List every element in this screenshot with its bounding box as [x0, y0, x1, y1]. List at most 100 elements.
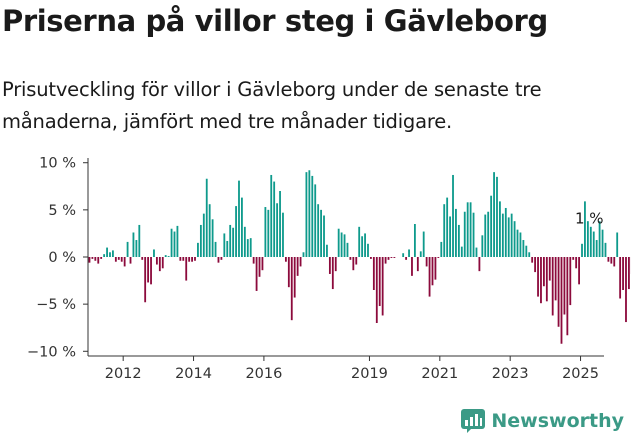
bar — [343, 234, 346, 257]
bar — [581, 243, 583, 257]
bar — [328, 257, 331, 274]
bar — [592, 231, 595, 257]
bar — [440, 241, 443, 257]
bar — [252, 257, 255, 264]
bar — [584, 201, 586, 257]
bar — [167, 256, 170, 257]
bar — [478, 257, 481, 272]
bar — [537, 257, 539, 297]
bar — [270, 174, 273, 257]
bar — [452, 174, 454, 257]
bar — [554, 257, 557, 301]
bar — [314, 184, 317, 257]
bar — [173, 231, 176, 257]
chart-title: Priserna på villor steg i Gävleborg — [2, 4, 548, 38]
bar — [540, 257, 542, 304]
bar — [595, 240, 598, 257]
bar — [264, 207, 267, 257]
bar — [112, 250, 114, 257]
bar — [622, 257, 624, 290]
bar — [598, 221, 601, 257]
bar — [589, 226, 592, 257]
x-tick-label: 2014 — [175, 366, 212, 382]
bar — [100, 257, 103, 259]
bar — [161, 257, 164, 269]
bar — [293, 257, 296, 298]
bar — [153, 249, 155, 257]
bar — [487, 211, 490, 257]
bar — [223, 233, 226, 257]
bar — [513, 221, 516, 257]
bar — [249, 238, 252, 257]
bar — [472, 212, 475, 257]
bar — [220, 257, 223, 260]
bar — [255, 257, 258, 291]
x-axis: 2012 2014 2016 2019 2021 2023 2025 — [88, 355, 604, 382]
bar — [504, 207, 507, 257]
bar — [135, 240, 138, 257]
bar — [390, 257, 393, 258]
bar — [120, 257, 123, 262]
bar — [493, 172, 495, 257]
bar — [381, 257, 384, 316]
bar — [531, 257, 534, 263]
y-tick-label: 10 % — [39, 156, 76, 172]
bar — [355, 257, 358, 265]
bar — [197, 242, 199, 257]
bar — [613, 257, 616, 267]
bar — [578, 257, 580, 285]
bar — [367, 243, 369, 257]
bar — [484, 214, 487, 257]
bar — [534, 257, 537, 273]
bar — [109, 252, 111, 257]
bar — [501, 213, 504, 257]
bar — [569, 257, 572, 306]
bar — [575, 257, 578, 269]
annotations: 1 % — [575, 210, 604, 228]
bar — [628, 257, 630, 290]
bar — [545, 257, 548, 302]
bar — [463, 211, 466, 257]
bar — [202, 213, 205, 257]
bar — [507, 217, 510, 257]
bar — [528, 252, 531, 257]
bar — [211, 219, 214, 257]
x-tick-label: 2025 — [562, 366, 599, 382]
bar — [548, 257, 551, 281]
bar — [607, 257, 610, 262]
bar — [358, 226, 361, 257]
bar — [542, 257, 545, 287]
bar — [425, 257, 428, 267]
bar — [413, 224, 416, 257]
bar — [572, 257, 575, 260]
bar — [132, 232, 135, 257]
bar — [475, 247, 478, 257]
brand-name: Newsworthy — [491, 410, 624, 432]
bar — [525, 245, 528, 257]
bar — [408, 249, 410, 257]
bar — [419, 251, 422, 257]
bar — [290, 257, 293, 321]
bar — [258, 257, 261, 277]
bar — [516, 229, 519, 257]
bar — [317, 204, 320, 257]
bar — [94, 257, 97, 261]
x-tick-label: 2021 — [421, 366, 458, 382]
y-tick-label: 0 % — [48, 250, 76, 266]
bar — [279, 191, 281, 257]
bar — [364, 233, 366, 257]
bar — [616, 232, 619, 257]
bar — [422, 231, 425, 257]
x-tick-label: 2023 — [492, 366, 529, 382]
bar — [411, 257, 413, 276]
bar — [405, 257, 408, 260]
bar — [428, 257, 431, 297]
x-tick-label: 2016 — [245, 366, 282, 382]
bar — [560, 257, 563, 344]
bar — [117, 257, 120, 260]
bar — [199, 224, 202, 257]
bar — [346, 242, 349, 257]
bar — [284, 257, 287, 262]
bar — [352, 257, 355, 271]
